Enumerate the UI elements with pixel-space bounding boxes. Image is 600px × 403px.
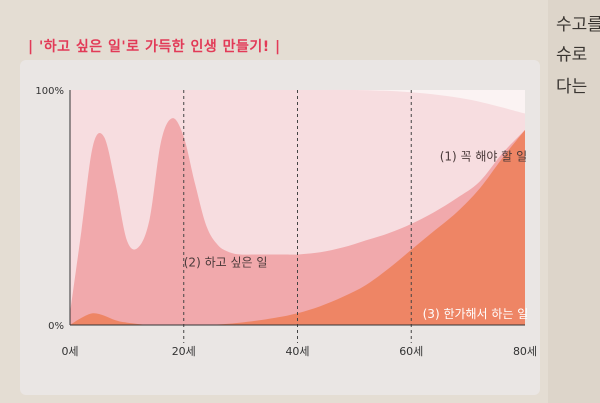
x-tick-label: 60세 bbox=[399, 345, 423, 358]
x-tick-label: 20세 bbox=[172, 345, 196, 358]
side-text-3: 다는 bbox=[556, 77, 588, 97]
axes bbox=[69, 90, 525, 326]
x-tick-label: 0세 bbox=[61, 345, 78, 358]
chart-card: 100% 0% 0세 20세 40세 60세 80세 (1) 꼭 해야 할 일 (2) 하고 싶… bbox=[20, 60, 540, 395]
chart-labels: 100% 0% 0세 20세 40세 60세 80세 (1) 꼭 해야 할 일 (2) 하고 싶… bbox=[35, 86, 537, 358]
x-tick-label: 80세 bbox=[513, 345, 537, 358]
facing-page: 수고를 슈로 다는 bbox=[548, 0, 600, 403]
side-text-2: 슈로 bbox=[556, 45, 588, 65]
chart-title-text: '하고 싶은 일'로 가득한 인생 만들기! bbox=[39, 39, 270, 55]
x-tick-label: 40세 bbox=[285, 345, 309, 358]
series-label: (3) 한가해서 하는 일 bbox=[423, 307, 529, 321]
title-bar-left: | bbox=[28, 39, 39, 55]
book-page: | '하고 싶은 일'로 가득한 인생 만들기! | 100% 0% 0세 20세 40… bbox=[0, 0, 548, 403]
title-bar-right: | bbox=[269, 39, 281, 55]
series-label: (2) 하고 싶은 일 bbox=[184, 255, 268, 269]
area-chart: 100% 0% 0세 20세 40세 60세 80세 (1) 꼭 해야 할 일 (2) 하고 싶… bbox=[35, 86, 537, 358]
y-tick-label: 0% bbox=[48, 321, 64, 332]
side-text-1: 수고를 bbox=[556, 15, 600, 35]
grid-lines bbox=[183, 90, 412, 343]
chart-title: | '하고 싶은 일'로 가득한 인생 만들기! | bbox=[28, 36, 281, 62]
y-tick-label: 100% bbox=[35, 86, 64, 97]
series-label: (1) 꼭 해야 할 일 bbox=[440, 150, 527, 164]
